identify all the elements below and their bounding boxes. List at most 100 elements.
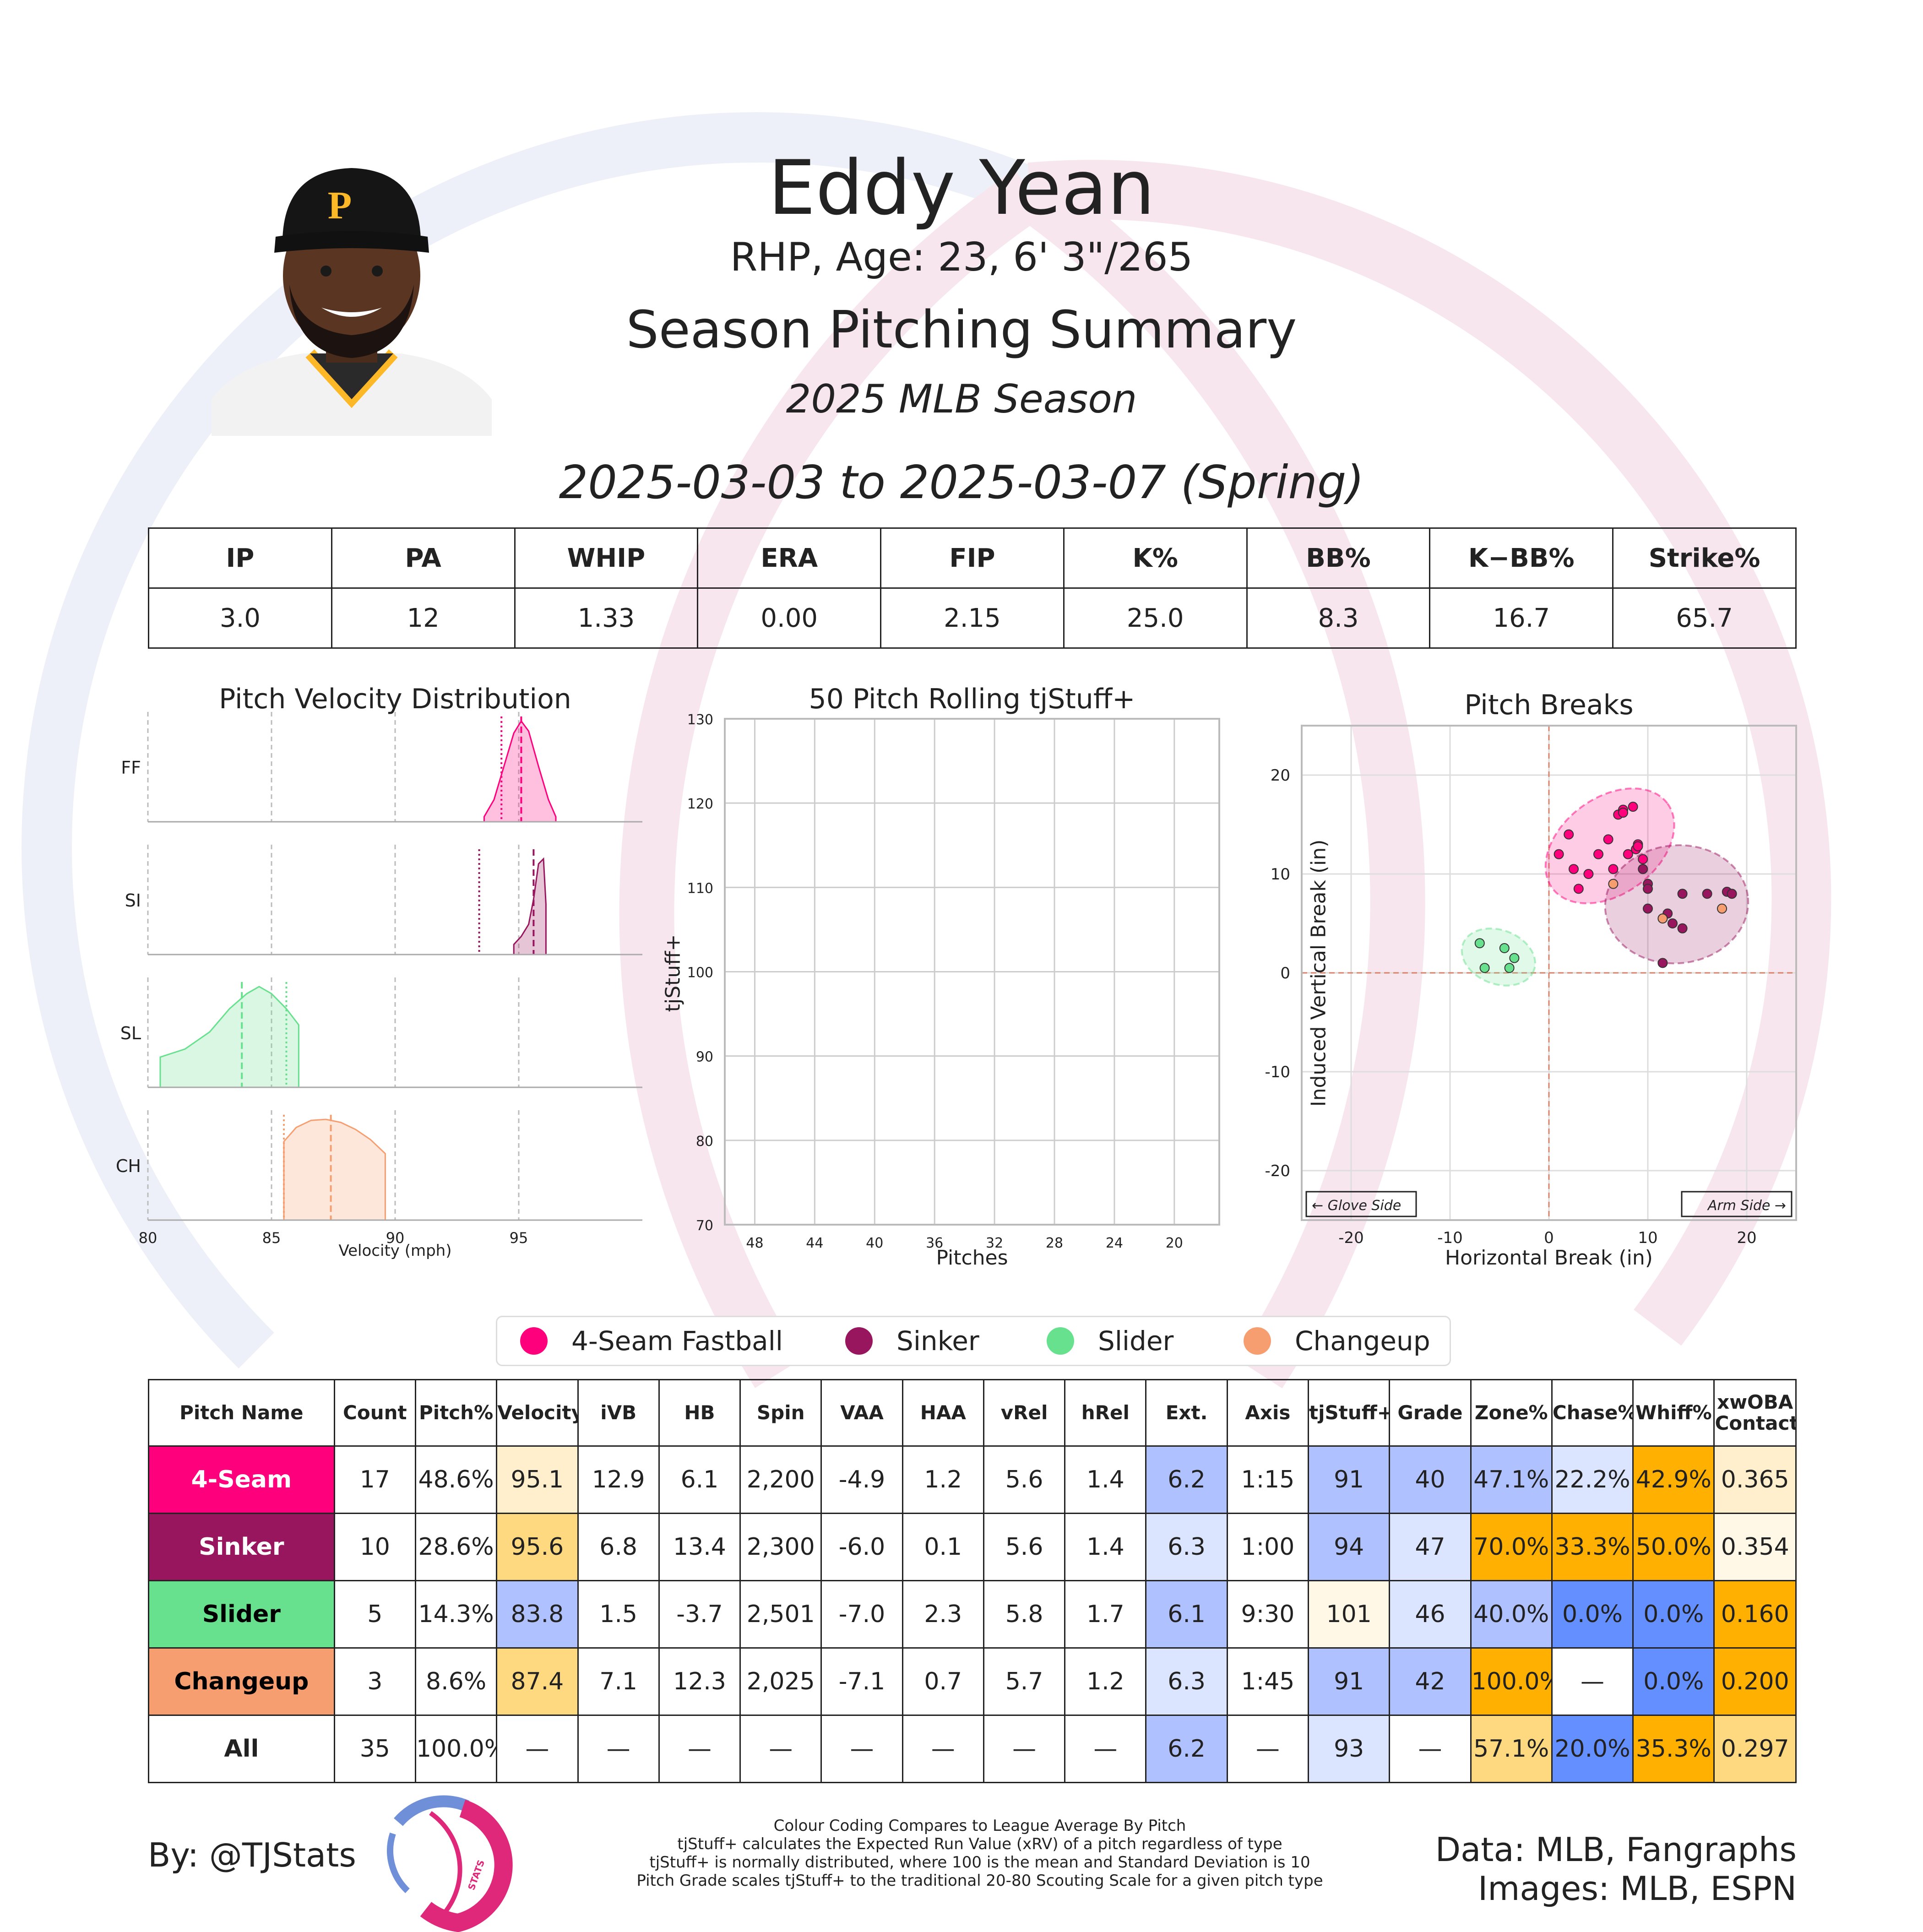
pitch-metric-cell: 2,025 [739, 1647, 822, 1716]
pitch-metric-cell: 40 [1389, 1445, 1472, 1514]
pitch-table-header: Zone% [1470, 1379, 1553, 1447]
break-point-si [1727, 889, 1737, 899]
pitch-name-cell: All [148, 1715, 335, 1783]
legend-item-sl: Slider [1047, 1317, 1173, 1365]
pitch-metric-cell: 13.4 [658, 1513, 741, 1581]
rolling-x-tick-label: 48 [746, 1235, 763, 1251]
pitch-metric-cell: — [983, 1715, 1066, 1783]
pitch-metric-cell: — [1226, 1715, 1309, 1783]
velocity-tick-label: 85 [262, 1229, 281, 1247]
pitch-metric-cell: 0.0% [1632, 1580, 1715, 1649]
pitch-table-header: xwOBA Contact [1713, 1379, 1797, 1447]
rolling-x-tick-label: 32 [986, 1235, 1003, 1251]
pitch-metric-cell: 91 [1308, 1445, 1391, 1514]
pitch-metric-cell: 1:45 [1226, 1647, 1309, 1716]
pitch-metrics-table: Pitch Name Count Pitch% Velocity iVB HB Spin VA… [148, 1379, 1797, 1783]
rolling-x-tick-label: 24 [1106, 1235, 1123, 1251]
pitch-name-cell: Sinker [148, 1513, 335, 1581]
pitch-metric-cell: 57.1% [1470, 1715, 1553, 1783]
pitch-name-cell: 4-Seam [148, 1445, 335, 1514]
pitch-metric-cell: 2,200 [739, 1445, 822, 1514]
player-name: Eddy Yean [768, 144, 1155, 232]
breaks-x-label: Horizontal Break (in) [1445, 1246, 1653, 1270]
pitch-table-header: tjStuff+ [1308, 1379, 1391, 1447]
pitch-table-header: Velocity [496, 1379, 579, 1447]
rolling-x-tick-label: 28 [1046, 1235, 1063, 1251]
pitch-metric-cell: 100.0% [414, 1715, 498, 1783]
pitch-metric-cell: 3 [333, 1647, 416, 1716]
pitch-metric-cell: 93 [1308, 1715, 1391, 1783]
note-line: tjStuff+ is normally distributed, where … [649, 1853, 1310, 1872]
pitch-metric-cell: -7.0 [820, 1580, 903, 1649]
image-credit: Images: MLB, ESPN [1478, 1869, 1797, 1908]
break-point-ff [1554, 849, 1564, 859]
pitch-metric-cell: 1.7 [1064, 1580, 1147, 1649]
breaks-x-tick-label: 20 [1737, 1229, 1756, 1247]
pitch-metric-cell: — [658, 1715, 741, 1783]
rolling-y-tick-label: 110 [687, 880, 713, 896]
break-point-sl [1499, 943, 1510, 953]
pitch-metric-cell: 6.2 [1145, 1715, 1228, 1783]
pitch-metric-cell: 17 [333, 1445, 416, 1514]
pitch-metric-cell: 101 [1308, 1580, 1391, 1649]
break-point-ff [1628, 802, 1638, 812]
si-marker-icon [845, 1327, 873, 1355]
breaks-y-tick-label: 0 [1280, 964, 1290, 982]
pitch-metric-cell: 87.4 [496, 1647, 579, 1716]
summary-value: 16.7 [1429, 587, 1614, 649]
pitch-metric-cell: 5 [333, 1580, 416, 1649]
break-point-sl [1509, 953, 1520, 963]
logo-text: STATS [466, 1858, 487, 1892]
pitch-name-cell: Changeup [148, 1647, 335, 1716]
pitch-breaks-chart: -20 -10 0 10 20 20 10 0 -10 -20 ← Glove Side Arm Si… [1265, 725, 1797, 1247]
pitch-metric-cell: 0.1 [902, 1513, 984, 1581]
side-label-box [1305, 1191, 1417, 1217]
pitch-metric-cell: 5.6 [983, 1513, 1066, 1581]
velocity-x-label: Velocity (mph) [338, 1242, 452, 1260]
pitch-metric-cell: 95.1 [496, 1445, 579, 1514]
pitch-table-header: Ext. [1145, 1379, 1228, 1447]
velocity-row-label: SL [120, 1023, 141, 1043]
break-point-si [1677, 923, 1688, 933]
break-point-ff [1583, 869, 1594, 879]
break-point-si [1677, 889, 1688, 899]
break-point-ff [1618, 808, 1628, 818]
summary-header: PA [331, 527, 516, 589]
pitch-metric-cell: 9:30 [1226, 1580, 1309, 1649]
pitch-metric-cell: 33.3% [1551, 1513, 1634, 1581]
rolling-y-tick-label: 70 [696, 1218, 713, 1234]
pitch-metric-cell: 91 [1308, 1647, 1391, 1716]
player-headshot: P [212, 168, 492, 436]
velocity-distribution-chart: FF SI SL CH 80 85 90 95 [116, 712, 642, 1247]
season-label: 2025 MLB Season [786, 376, 1137, 422]
rolling-x-tick-label: 40 [866, 1235, 883, 1251]
note-line: tjStuff+ calculates the Expected Run Val… [677, 1835, 1282, 1854]
pitch-metric-cell: 35.3% [1632, 1715, 1715, 1783]
pitch-metric-cell: 6.1 [1145, 1580, 1228, 1649]
summary-header: WHIP [514, 527, 699, 589]
svg-text:P: P [328, 183, 352, 227]
break-point-si [1643, 884, 1653, 894]
break-confidence-ellipse-ff [1544, 787, 1675, 905]
break-point-si [1668, 918, 1678, 928]
pitch-table-header: Count [333, 1379, 416, 1447]
pitch-metric-cell: 7.1 [577, 1647, 660, 1716]
pitch-metric-cell: 5.8 [983, 1580, 1066, 1649]
pitch-table-header: Axis [1226, 1379, 1309, 1447]
pitch-metric-cell: 100.0% [1470, 1647, 1553, 1716]
break-point-ch [1608, 879, 1619, 889]
rolling-y-tick-label: 80 [696, 1134, 713, 1150]
velocity-row-ch: CH [116, 1110, 642, 1221]
pitch-metric-cell: 42 [1389, 1647, 1472, 1716]
player-bio: RHP, Age: 23, 6' 3"/265 [730, 234, 1193, 280]
pitch-metric-cell: 1:00 [1226, 1513, 1309, 1581]
pitch-metric-cell: 2,300 [739, 1513, 822, 1581]
pitch-metric-cell: 28.6% [414, 1513, 498, 1581]
break-point-si [1643, 903, 1653, 914]
summary-header: IP [148, 527, 332, 589]
breaks-x-tick-label: -20 [1338, 1229, 1364, 1247]
pitch-metric-cell: — [577, 1715, 660, 1783]
pitch-metric-cell: -4.9 [820, 1445, 903, 1514]
summary-header: Strike% [1612, 527, 1797, 589]
pitch-table-header: Grade [1389, 1379, 1472, 1447]
